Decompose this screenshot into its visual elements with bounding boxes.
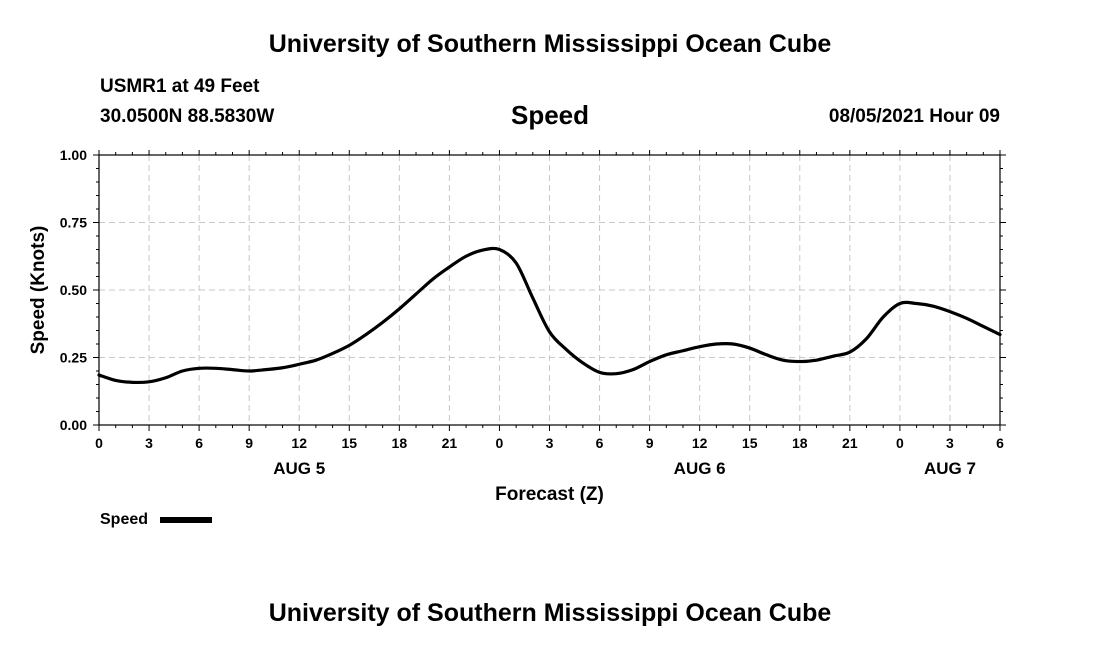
y-tick-label: 0.00 (60, 417, 87, 433)
x-tick-label: 3 (145, 435, 153, 451)
x-tick-label: 18 (792, 435, 808, 451)
x-tick-label: 12 (291, 435, 307, 451)
x-tick-label: 0 (496, 435, 504, 451)
y-tick-label: 0.25 (60, 350, 87, 366)
x-axis-label: Forecast (Z) (495, 484, 604, 505)
y-tick-label: 0.75 (60, 215, 87, 231)
date-label: AUG 6 (674, 459, 726, 478)
x-tick-label: 21 (842, 435, 858, 451)
x-tick-label: 3 (946, 435, 954, 451)
x-tick-label: 12 (692, 435, 708, 451)
x-tick-label: 6 (996, 435, 1004, 451)
x-tick-label: 6 (195, 435, 203, 451)
x-tick-label: 15 (742, 435, 758, 451)
variable-title: Speed (510, 100, 590, 130)
x-tick-label: 9 (646, 435, 654, 451)
x-tick-label: 0 (95, 435, 103, 451)
y-tick-label: 1.00 (60, 147, 87, 163)
x-tick-label: 18 (392, 435, 408, 451)
chart-title-top: University of Southern Mississippi Ocean… (268, 30, 832, 58)
x-tick-label: 0 (896, 435, 904, 451)
x-tick-label: 9 (245, 435, 253, 451)
chart-title-bottom: University of Southern Mississippi Ocean… (268, 599, 832, 627)
y-tick-label: 0.50 (60, 282, 87, 298)
x-tick-label: 15 (341, 435, 357, 451)
x-tick-label: 3 (546, 435, 554, 451)
station-label: USMR1 at 49 Feet (100, 76, 260, 97)
date-label: AUG 5 (273, 459, 325, 478)
legend-label: Speed (100, 511, 148, 528)
x-tick-label: 6 (596, 435, 604, 451)
speed-series-line (97, 246, 1002, 385)
coordinates-label: 30.0500N 88.5830W (100, 106, 275, 127)
date-label: AUG 7 (924, 459, 976, 478)
x-tick-label: 21 (442, 435, 458, 451)
forecast-datetime: 08/05/2021 Hour 09 (828, 106, 1000, 127)
y-axis-label: Speed (Knots) (28, 226, 49, 355)
